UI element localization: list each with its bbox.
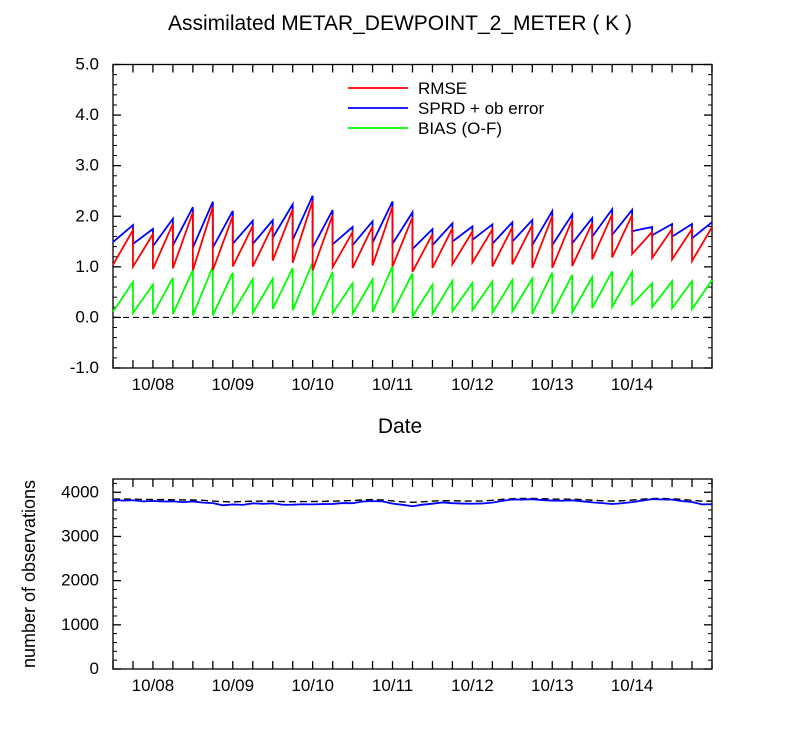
svg-text:Assimilated METAR_DEWPOINT_2_M: Assimilated METAR_DEWPOINT_2_METER ( K ): [168, 12, 632, 35]
svg-text:10/13: 10/13: [531, 375, 574, 394]
svg-text:10/11: 10/11: [372, 375, 413, 394]
svg-text:2000: 2000: [61, 571, 99, 590]
svg-text:1000: 1000: [61, 615, 99, 634]
svg-text:number of observations: number of observations: [19, 480, 39, 668]
svg-text:10/09: 10/09: [212, 676, 255, 695]
svg-text:10/11: 10/11: [372, 676, 413, 695]
svg-text:BIAS (O-F): BIAS (O-F): [418, 119, 502, 138]
svg-text:Date: Date: [378, 415, 422, 438]
svg-text:10/12: 10/12: [451, 375, 494, 394]
svg-text:SPRD + ob error: SPRD + ob error: [418, 99, 544, 118]
svg-text:10/08: 10/08: [132, 375, 175, 394]
svg-text:10/13: 10/13: [531, 676, 574, 695]
svg-text:3000: 3000: [61, 526, 99, 545]
svg-text:10/10: 10/10: [291, 676, 334, 695]
svg-text:10/12: 10/12: [451, 676, 494, 695]
svg-text:-1.0: -1.0: [70, 358, 99, 377]
svg-text:0.0: 0.0: [75, 307, 99, 326]
svg-text:2.0: 2.0: [75, 206, 99, 225]
svg-text:4000: 4000: [61, 482, 99, 501]
svg-text:3.0: 3.0: [75, 156, 99, 175]
svg-text:10/10: 10/10: [291, 375, 334, 394]
svg-text:1.0: 1.0: [75, 257, 99, 276]
svg-text:0: 0: [90, 659, 99, 678]
svg-text:10/09: 10/09: [212, 375, 255, 394]
svg-text:RMSE: RMSE: [418, 79, 467, 98]
svg-text:4.0: 4.0: [75, 105, 99, 124]
svg-text:10/14: 10/14: [611, 676, 654, 695]
svg-text:10/14: 10/14: [611, 375, 654, 394]
svg-text:5.0: 5.0: [75, 55, 99, 74]
svg-text:10/08: 10/08: [132, 676, 175, 695]
